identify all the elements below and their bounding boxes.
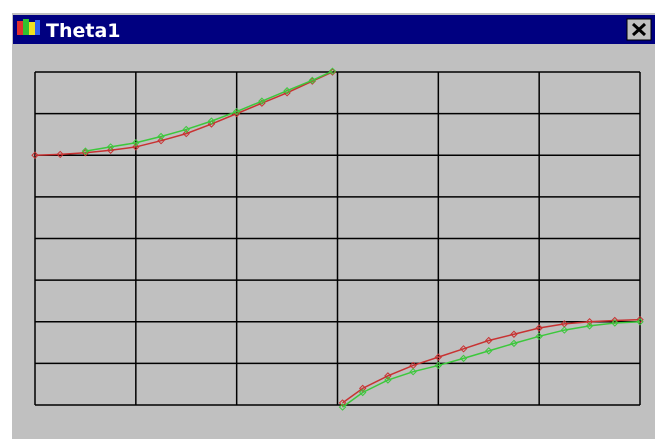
marker [485,336,493,345]
marker [384,372,392,380]
icon-part [23,19,29,35]
marker [338,399,347,407]
marker [132,143,140,151]
marker [258,97,266,105]
marker [132,139,140,147]
marker [338,403,347,411]
icon-part [17,21,23,35]
marker [182,129,190,138]
window-frame [10,12,655,439]
marker [106,146,115,154]
close-glyph[interactable] [631,22,647,37]
marker [560,326,569,334]
marker [207,120,216,128]
series-line [34,71,641,404]
marker [308,76,316,85]
icon-part [29,22,35,35]
series-line [85,70,641,408]
marker [611,319,619,327]
marker [328,68,337,76]
marker [81,147,90,155]
marker [106,143,115,151]
window-title: Theta1 [46,20,121,42]
plot [31,67,644,411]
close-button[interactable] [626,18,652,41]
marker [459,345,468,353]
marker [585,318,594,326]
marker [636,315,644,324]
marker [459,354,468,363]
marker [359,388,367,397]
marker [434,361,443,370]
marker [485,347,493,355]
app-icon [17,19,40,35]
marker [636,318,644,326]
marker [182,125,190,134]
marker [207,117,216,125]
marker [535,324,543,332]
marker [328,67,337,75]
marker [359,384,367,393]
title-bar [13,15,655,44]
marker [283,87,291,95]
marker [510,339,518,348]
marker [232,107,241,116]
marker [384,376,392,384]
marker [535,332,543,341]
marker [585,322,594,330]
marker [157,132,165,141]
marker [409,367,417,376]
marker [56,150,64,159]
marker [157,136,165,145]
marker [31,151,39,159]
icon-part [35,20,40,35]
marker [510,330,518,338]
marker [434,353,443,361]
